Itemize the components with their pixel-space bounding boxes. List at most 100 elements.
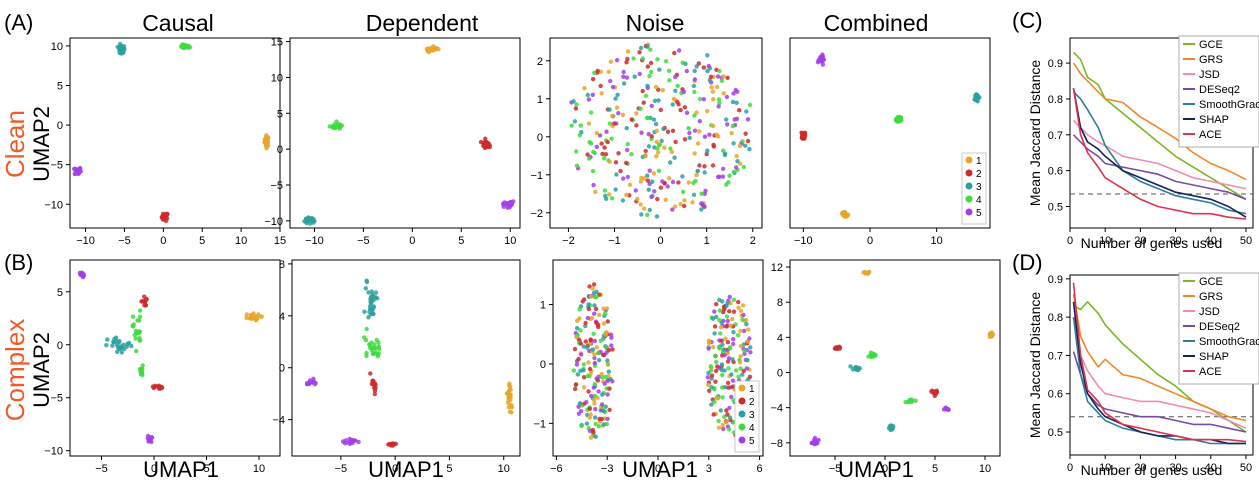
point-cluster-2 <box>741 368 746 374</box>
point-cluster-4 <box>686 126 691 131</box>
point-cluster-5 <box>591 385 596 390</box>
point-cluster-2 <box>682 203 687 209</box>
point-cluster-1 <box>738 308 744 313</box>
point-cluster-4 <box>643 93 649 99</box>
x-tick-label: 40 <box>1205 235 1217 247</box>
point-cluster-2 <box>624 160 629 166</box>
point-cluster-2 <box>586 306 592 312</box>
point-cluster-3 <box>718 408 723 413</box>
legend-marker-4 <box>738 423 746 431</box>
point-cluster-1 <box>434 46 439 52</box>
y-tick-label: −8 <box>770 438 783 450</box>
point-cluster-1 <box>625 49 631 54</box>
legend-label-4: 4 <box>749 423 755 434</box>
x-tick-label: 30 <box>1169 462 1181 474</box>
y-tick-label: −5 <box>50 160 63 172</box>
panel-label-d: (D) <box>1012 250 1043 275</box>
legend-label-jsd: JSD <box>1199 306 1220 318</box>
legend-label-gce: GCE <box>1199 276 1223 288</box>
point-cluster-5 <box>340 439 346 444</box>
point-cluster-5 <box>591 182 596 188</box>
point-cluster-3 <box>731 330 736 335</box>
point-cluster-3 <box>731 141 736 146</box>
point-cluster-5 <box>702 134 708 139</box>
point-cluster-1 <box>741 303 746 308</box>
point-cluster-2 <box>159 384 164 390</box>
point-cluster-3 <box>126 340 132 346</box>
point-cluster-4 <box>588 110 594 115</box>
point-cluster-2 <box>595 68 600 74</box>
series-line-gce <box>1072 51 1247 200</box>
point-cluster-4 <box>655 57 660 62</box>
point-cluster-1 <box>738 354 743 359</box>
point-cluster-5 <box>814 440 819 445</box>
point-cluster-1 <box>635 196 640 202</box>
row-label-complex: Complex <box>0 319 30 422</box>
point-cluster-4 <box>726 427 732 432</box>
point-cluster-1 <box>721 91 726 96</box>
point-cluster-5 <box>725 122 730 127</box>
chart-c: 0 10 20 30 40 50 0.5 0.6 0.7 0.8 0.9 Mean Jaccard D… <box>1027 35 1259 251</box>
legend-marker-2 <box>738 397 746 405</box>
point-cluster-3 <box>363 286 368 291</box>
point-cluster-1 <box>620 112 626 118</box>
point-cluster-3 <box>722 385 728 390</box>
y-tick-label: 5 <box>277 108 283 120</box>
x-tick-label: 3 <box>706 463 712 475</box>
point-cluster-3 <box>371 304 376 309</box>
point-cluster-1 <box>508 393 513 398</box>
point-cluster-4 <box>609 136 614 141</box>
point-cluster-4 <box>738 366 743 371</box>
point-cluster-4 <box>720 372 725 378</box>
point-cluster-4 <box>372 342 377 347</box>
point-cluster-2 <box>590 76 596 82</box>
point-cluster-5 <box>692 77 698 82</box>
x-tick-label: 0 <box>867 235 873 247</box>
point-cluster-4 <box>362 335 367 340</box>
point-cluster-3 <box>719 320 724 325</box>
point-cluster-1 <box>259 314 264 319</box>
point-cluster-3 <box>721 347 727 352</box>
point-cluster-3 <box>362 309 367 314</box>
point-cluster-3 <box>373 290 379 295</box>
point-cluster-4 <box>629 152 634 157</box>
point-cluster-2 <box>625 56 630 62</box>
point-cluster-2 <box>370 378 376 383</box>
point-cluster-5 <box>574 362 580 367</box>
point-cluster-4 <box>727 346 732 351</box>
point-cluster-4 <box>736 374 741 379</box>
point-cluster-1 <box>663 197 668 202</box>
point-cluster-5 <box>673 74 678 80</box>
point-cluster-2 <box>593 306 599 312</box>
point-cluster-1 <box>672 204 678 209</box>
point-cluster-3 <box>621 81 627 86</box>
point-cluster-4 <box>134 348 139 354</box>
point-cluster-5 <box>741 312 746 318</box>
point-cluster-2 <box>573 386 578 392</box>
chart-b-dependent: −5 0 5 10 −4 0 4 8 <box>272 259 521 475</box>
point-cluster-3 <box>720 342 725 347</box>
point-cluster-4 <box>667 78 672 83</box>
point-cluster-4 <box>376 351 382 356</box>
point-cluster-5 <box>733 87 738 93</box>
point-cluster-1 <box>574 334 579 340</box>
y-tick-label: 10 <box>51 41 63 53</box>
point-cluster-3 <box>729 372 734 377</box>
x-tick-label: 10 <box>931 235 943 247</box>
point-cluster-3 <box>369 289 374 294</box>
legend-label-grs: GRS <box>1199 54 1223 66</box>
point-cluster-5 <box>741 328 747 334</box>
plot-frame <box>69 259 281 457</box>
point-cluster-1 <box>606 69 611 75</box>
y-tick-label: 0.8 <box>1048 312 1063 324</box>
point-cluster-1 <box>607 192 612 197</box>
point-cluster-5 <box>742 351 747 356</box>
point-cluster-3 <box>647 207 652 213</box>
point-cluster-1 <box>697 129 702 134</box>
point-cluster-5 <box>720 174 726 179</box>
point-cluster-2 <box>707 388 712 393</box>
y-tick-label: 0.8 <box>1048 94 1063 106</box>
point-cluster-4 <box>645 212 650 218</box>
point-cluster-5 <box>621 176 626 181</box>
point-cluster-2 <box>725 75 730 81</box>
